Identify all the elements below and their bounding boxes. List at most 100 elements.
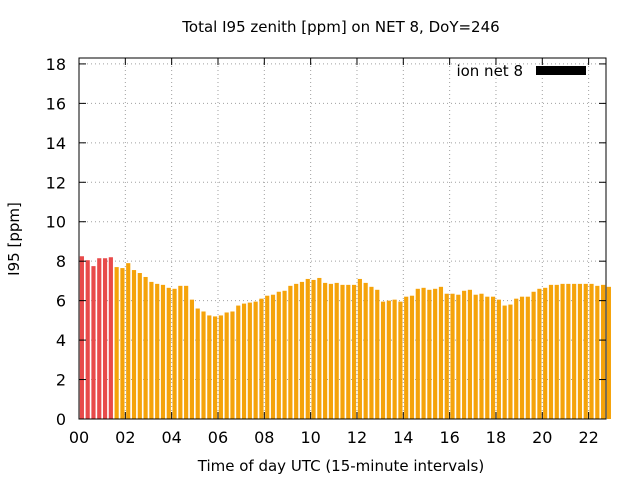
x-tick-label: 10 [300, 428, 320, 447]
bar [601, 284, 606, 419]
bar [496, 299, 501, 419]
bar [548, 284, 554, 419]
bar [537, 288, 542, 419]
bar [91, 266, 96, 419]
bar [543, 287, 548, 419]
bar [178, 285, 183, 419]
chart-title: Total I95 zenith [ppm] on NET 8, DoY=246 [181, 18, 499, 36]
bar [299, 281, 305, 419]
bar [317, 277, 322, 419]
bar [311, 279, 316, 419]
bar [409, 295, 415, 419]
bar [404, 296, 409, 419]
bar [380, 301, 386, 419]
bar [230, 311, 235, 419]
bar [369, 286, 374, 419]
bar [595, 285, 600, 419]
bar [79, 256, 84, 419]
bar [386, 300, 391, 419]
x-tick-label: 08 [254, 428, 274, 447]
bar [323, 282, 328, 419]
bar [201, 311, 206, 419]
bar [560, 283, 565, 419]
x-tick-label: 20 [532, 428, 552, 447]
bar [375, 289, 380, 419]
bar [218, 315, 223, 419]
bar [357, 278, 362, 419]
bar [294, 283, 299, 419]
bar [108, 257, 113, 419]
bar [433, 288, 438, 419]
bar [120, 268, 125, 419]
bar [363, 282, 368, 419]
bar [606, 286, 611, 419]
bar [421, 287, 426, 419]
bar [583, 283, 588, 419]
x-tick-label: 00 [69, 428, 89, 447]
y-tick-label: 0 [56, 410, 66, 429]
y-tick-label: 6 [56, 292, 66, 311]
x-tick-label: 12 [347, 428, 367, 447]
bar [131, 270, 137, 419]
bar [270, 294, 276, 419]
bar [247, 302, 252, 419]
bar [554, 284, 559, 419]
y-tick-label: 4 [56, 331, 66, 350]
bar [189, 299, 195, 419]
bar [508, 304, 513, 419]
x-tick-label: 14 [393, 428, 413, 447]
bar [485, 296, 490, 419]
bar [305, 278, 310, 419]
x-tick-label: 16 [439, 428, 459, 447]
bar [126, 263, 131, 419]
bar [427, 289, 432, 419]
x-axis-label: Time of day UTC (15-minute intervals) [197, 457, 484, 475]
bar [328, 283, 333, 419]
bar [334, 282, 339, 419]
bar [253, 301, 258, 419]
x-tick-label: 18 [486, 428, 506, 447]
bar [462, 290, 467, 419]
bar [114, 267, 119, 419]
bar [392, 299, 397, 419]
bar [444, 293, 449, 419]
y-tick-label: 2 [56, 371, 66, 390]
bar [572, 283, 577, 419]
y-tick-label: 18 [46, 55, 66, 74]
x-tick-label: 22 [578, 428, 598, 447]
x-tick-label: 06 [208, 428, 228, 447]
bar [155, 283, 160, 419]
legend: ion net 8 [456, 62, 586, 80]
y-tick-label: 8 [56, 252, 66, 271]
bar [282, 290, 287, 419]
bar [143, 276, 148, 419]
bar [224, 312, 229, 419]
bar [490, 296, 496, 419]
bar [207, 315, 212, 419]
bar [589, 283, 594, 419]
bar [456, 294, 461, 419]
bar [514, 298, 519, 419]
bar [473, 294, 478, 419]
bars [79, 256, 611, 419]
legend-swatch [536, 66, 586, 75]
bar [450, 293, 455, 419]
bar [85, 260, 90, 419]
y-tick-label: 10 [46, 213, 66, 232]
bar [438, 286, 444, 419]
bar [265, 295, 270, 419]
bar [160, 284, 166, 419]
bar [236, 305, 241, 419]
bar [149, 281, 154, 419]
bar [415, 288, 420, 419]
bar [276, 291, 281, 419]
y-axis-label: I95 [ppm] [5, 202, 23, 276]
bar [519, 296, 525, 419]
y-tick-label: 12 [46, 173, 66, 192]
bar [288, 285, 293, 419]
bar [102, 258, 108, 419]
bar [531, 291, 536, 419]
bar [166, 287, 171, 419]
bar [340, 284, 345, 419]
bar [184, 285, 189, 419]
